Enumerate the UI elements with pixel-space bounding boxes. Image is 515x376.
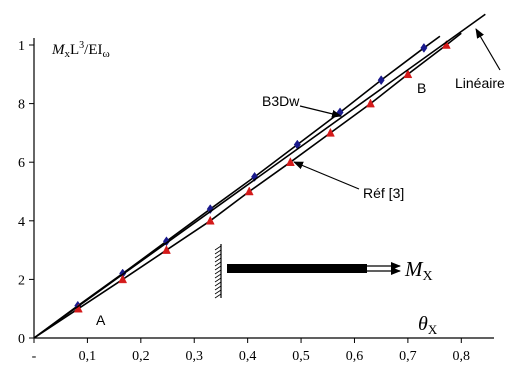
data-point-ref3	[326, 127, 335, 137]
x-tick-label: 0,4	[239, 349, 257, 364]
arrow-b3dw	[299, 105, 342, 118]
wall-hatch	[214, 257, 222, 263]
plot-area: - 0,1 0,2 0,3 0,4 0,5 0,6 0,7 0,8 0 2 4 6 8 1 MxL3/EIω θ…	[18, 13, 505, 364]
x-tick-label: 0,5	[292, 349, 310, 364]
beam	[227, 264, 367, 273]
data-point-ref3	[285, 157, 295, 166]
x-tick-label: 0,6	[346, 349, 364, 364]
y-tick-label: 2	[18, 273, 25, 288]
wall-hatch	[214, 289, 222, 295]
label-point-b: B	[417, 80, 426, 96]
x-tick-label: 0,1	[79, 349, 97, 364]
x-tick-label: -	[32, 349, 37, 364]
wall-hatch	[214, 285, 222, 291]
data-point-ref3	[244, 186, 254, 196]
data-point-b3dw	[377, 75, 385, 86]
y-tick-label: 8	[18, 98, 25, 113]
wall-hatch	[214, 269, 222, 275]
wall-hatch	[214, 261, 222, 267]
label-ref3: Réf [3]	[363, 185, 404, 201]
x-tick-label: 0,8	[453, 349, 471, 364]
wall-hatch	[214, 281, 222, 287]
x-tick-label: 0,3	[185, 349, 203, 364]
data-point-ref3	[205, 215, 215, 225]
y-tick-label: 6	[18, 156, 25, 171]
wall-hatch	[214, 249, 222, 255]
data-point-b3dw	[206, 204, 214, 215]
series-line-Linaire	[33, 13, 486, 339]
series-line-Rf3	[33, 32, 462, 339]
wall-hatch	[214, 245, 222, 251]
wall-hatch	[214, 293, 222, 299]
arrow-ref3	[293, 161, 360, 190]
data-point-ref3	[366, 98, 375, 108]
wall-hatch	[214, 273, 222, 279]
y-tick-label: 4	[18, 215, 25, 230]
x-tick-label: 0,7	[399, 349, 417, 364]
wall-hatch	[214, 277, 222, 283]
label-b3dw: B3Dw	[262, 93, 300, 109]
wall-hatch	[214, 253, 222, 259]
y-tick-label: 0	[18, 332, 25, 347]
data-point-ref3	[118, 274, 128, 284]
label-point-a: A	[96, 312, 106, 328]
label-lineaire: Linéaire	[455, 75, 505, 91]
data-point-b3dw	[420, 42, 428, 53]
label-moment: MX	[404, 257, 433, 284]
y-axis-label: MxL3/EIω	[51, 40, 110, 60]
y-tick-label: 1	[18, 39, 25, 54]
data-point-ref3	[403, 69, 413, 79]
x-tick-label: 0,2	[132, 349, 150, 364]
data-point-ref3	[162, 245, 171, 254]
arrow-lineaire	[475, 28, 501, 71]
wall-hatch	[214, 265, 222, 271]
x-axis-label: θX	[418, 313, 438, 337]
